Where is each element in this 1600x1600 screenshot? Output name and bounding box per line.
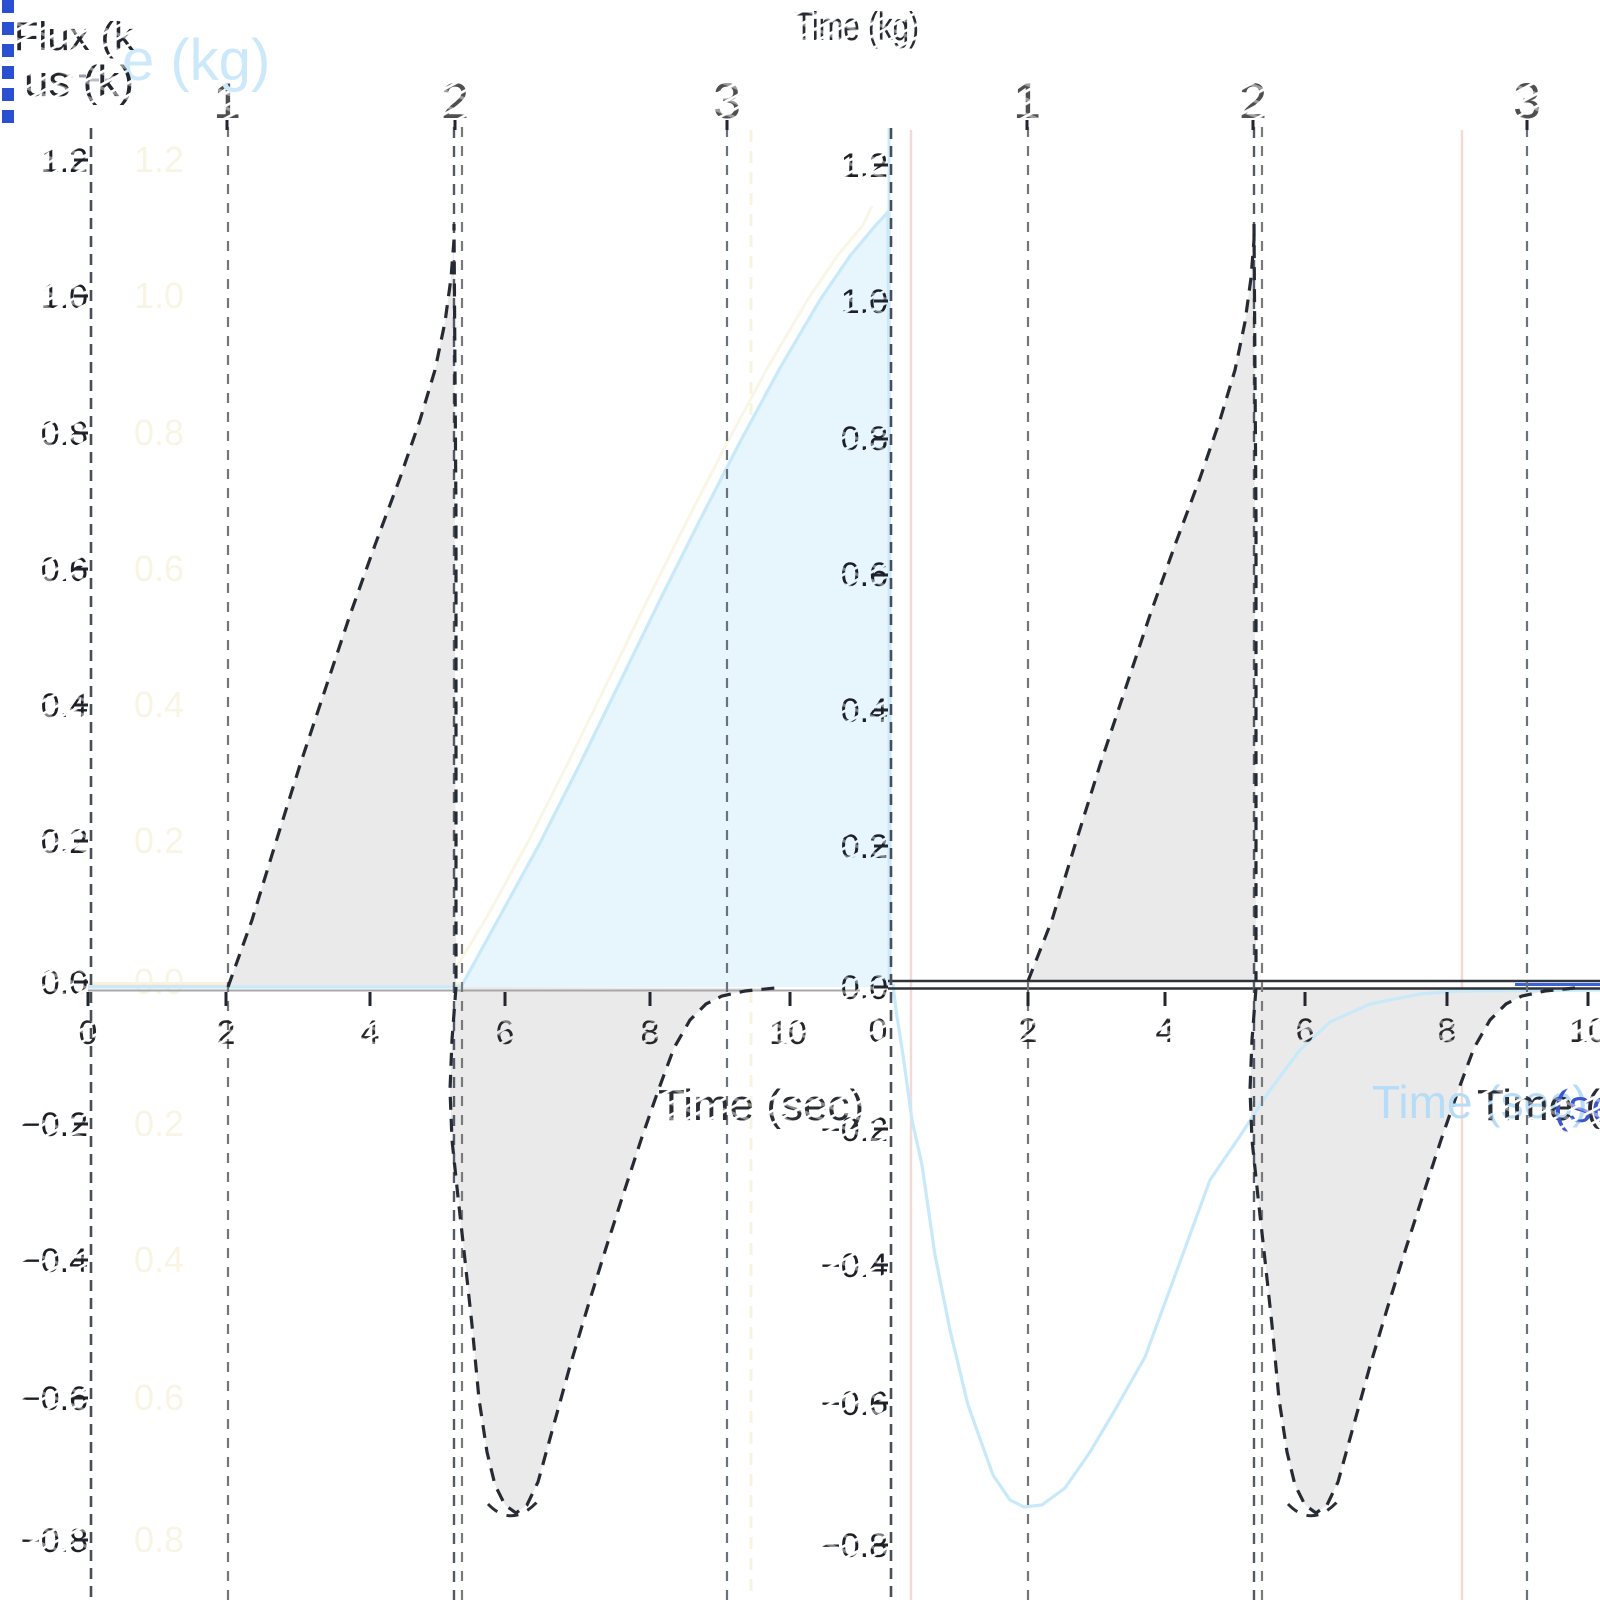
svg-text:1.2: 1.2 bbox=[841, 147, 888, 185]
svg-text:4: 4 bbox=[1156, 1012, 1175, 1050]
svg-text:4: 4 bbox=[361, 1014, 380, 1052]
svg-text:2: 2 bbox=[1019, 1012, 1038, 1050]
svg-text:Time (sec): Time (sec) bbox=[658, 1081, 864, 1130]
svg-text:0.4: 0.4 bbox=[134, 684, 184, 725]
svg-text:−0.8: −0.8 bbox=[821, 1527, 888, 1565]
svg-text:0.6: 0.6 bbox=[134, 548, 184, 589]
svg-text:0.8: 0.8 bbox=[41, 415, 88, 453]
svg-text:−0.2: −0.2 bbox=[821, 1111, 888, 1149]
svg-text:0.0: 0.0 bbox=[134, 961, 184, 1002]
svg-text:0: 0 bbox=[869, 1012, 888, 1050]
svg-text:1: 1 bbox=[1013, 73, 1041, 129]
svg-text:Time (kg): Time (kg) bbox=[795, 5, 919, 49]
svg-text:1.2: 1.2 bbox=[41, 142, 88, 180]
svg-text:3: 3 bbox=[713, 73, 741, 129]
svg-text:2: 2 bbox=[441, 73, 469, 129]
svg-text:Time (sec): Time (sec) bbox=[1477, 1081, 1600, 1130]
svg-text:0.4: 0.4 bbox=[41, 687, 88, 725]
svg-text:(sec): (sec) bbox=[1553, 1080, 1600, 1132]
svg-text:−0.4: −0.4 bbox=[21, 1242, 88, 1280]
svg-text:e (kg): e (kg) bbox=[122, 28, 270, 93]
svg-text:2: 2 bbox=[1239, 73, 1267, 129]
svg-text:Flux (k: Flux (k bbox=[14, 15, 135, 59]
svg-text:−0.8: −0.8 bbox=[21, 1522, 88, 1560]
svg-text:1.0: 1.0 bbox=[134, 275, 184, 316]
svg-text:0.6: 0.6 bbox=[41, 551, 88, 589]
svg-text:6: 6 bbox=[496, 1014, 515, 1052]
svg-text:0.4: 0.4 bbox=[841, 692, 888, 730]
svg-text:1.0: 1.0 bbox=[41, 278, 88, 316]
svg-text:10: 10 bbox=[769, 1014, 807, 1052]
svg-text:0.2: 0.2 bbox=[841, 828, 888, 866]
svg-text:6: 6 bbox=[1296, 1012, 1315, 1050]
svg-text:0.6: 0.6 bbox=[134, 1377, 184, 1418]
svg-text:us (k): us (k) bbox=[24, 57, 134, 106]
svg-text:3: 3 bbox=[1513, 73, 1541, 129]
svg-text:0.0: 0.0 bbox=[41, 964, 88, 1002]
svg-text:2: 2 bbox=[217, 1014, 236, 1052]
svg-text:0.8: 0.8 bbox=[134, 1519, 184, 1560]
svg-text:0.2: 0.2 bbox=[134, 820, 184, 861]
svg-text:−0.6: −0.6 bbox=[821, 1385, 888, 1423]
svg-text:1.0: 1.0 bbox=[841, 283, 888, 321]
svg-text:0.0: 0.0 bbox=[841, 969, 888, 1007]
svg-text:0.8: 0.8 bbox=[134, 412, 184, 453]
svg-text:0.6: 0.6 bbox=[841, 556, 888, 594]
svg-text:10: 10 bbox=[1569, 1012, 1600, 1050]
svg-text:0.2: 0.2 bbox=[134, 1103, 184, 1144]
svg-text:8: 8 bbox=[641, 1014, 660, 1052]
svg-text:8: 8 bbox=[1438, 1012, 1457, 1050]
svg-text:Time (sec): Time (sec) bbox=[1372, 1076, 1588, 1128]
svg-text:0.8: 0.8 bbox=[841, 420, 888, 458]
svg-text:1.2: 1.2 bbox=[134, 139, 184, 180]
svg-text:−0.6: −0.6 bbox=[21, 1380, 88, 1418]
svg-text:−0.2: −0.2 bbox=[21, 1106, 88, 1144]
svg-text:−0.4: −0.4 bbox=[821, 1247, 888, 1285]
svg-text:0.2: 0.2 bbox=[41, 823, 88, 861]
svg-text:0.4: 0.4 bbox=[134, 1239, 184, 1280]
svg-text:1: 1 bbox=[213, 73, 241, 129]
svg-text:0: 0 bbox=[79, 1014, 98, 1052]
